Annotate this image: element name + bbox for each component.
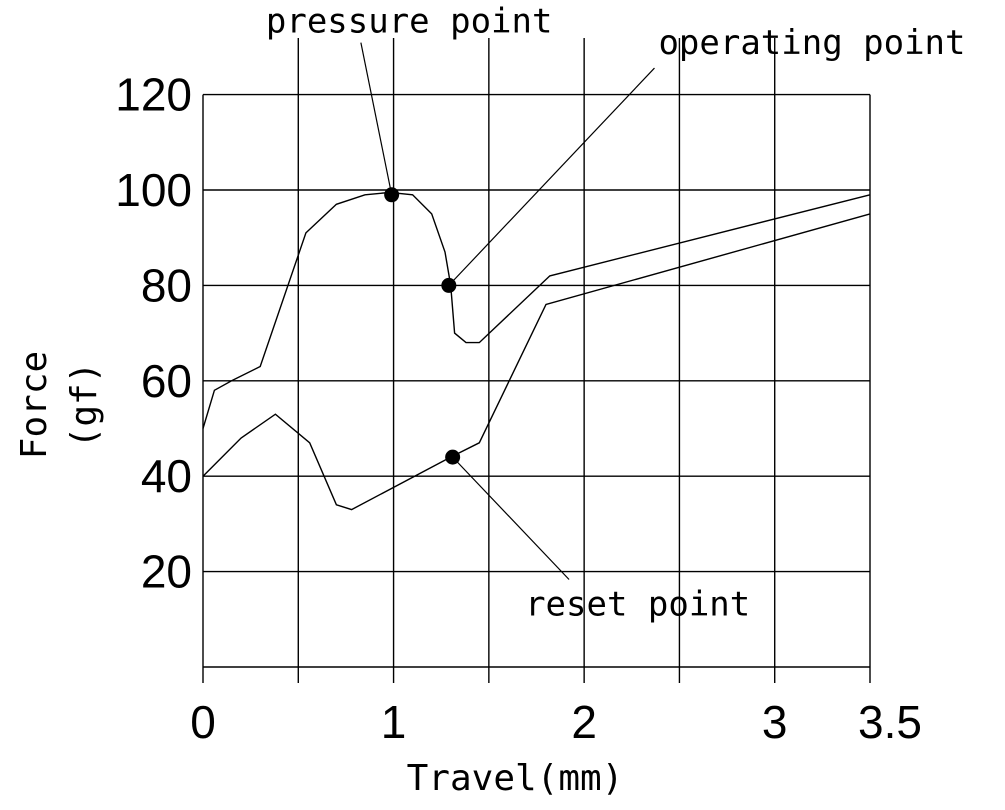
annotation-labels: pressure point operating point reset point [266,2,966,625]
series-line-2 [202,213,871,511]
y-tick-label: 40 [141,450,192,502]
x-tick-label: 2 [571,696,597,748]
y-tick-label: 20 [141,546,192,598]
y-tick-label: 80 [141,259,192,311]
y-tick-labels: 20 40 60 80 100 120 [115,69,192,598]
grid [202,38,871,683]
y-tick-label: 60 [141,355,192,407]
operating-point-label: operating point [658,23,965,63]
curves [202,191,871,511]
x-axis-title: Travel(mm) [407,758,624,799]
leader-lines [360,42,655,580]
y-axis-title: Force (gf) [14,351,105,459]
pressure-point-label: pressure point [266,2,553,42]
x-tick-labels: 0 1 2 3 3.5 [190,696,922,748]
pressure-point-marker [384,187,400,203]
y-tick-label: 120 [115,69,192,121]
x-tick-label: 3.5 [858,696,922,748]
reset-point-marker [445,449,461,465]
y-axis-title-line-1: Force [14,351,55,459]
x-tick-label: 1 [381,696,407,748]
x-tick-label: 3 [762,696,788,748]
reset-leader-line [452,456,570,580]
operating-point-marker [441,277,457,293]
pressure-leader-line [360,42,393,195]
operating-leader-line [448,67,655,286]
series-line-1 [202,191,871,429]
y-tick-label: 100 [115,164,192,216]
x-tick-label: 0 [190,696,216,748]
reset-point-label: reset point [525,584,750,624]
markers [384,187,461,465]
y-axis-title-line-2: (gf) [64,362,105,449]
